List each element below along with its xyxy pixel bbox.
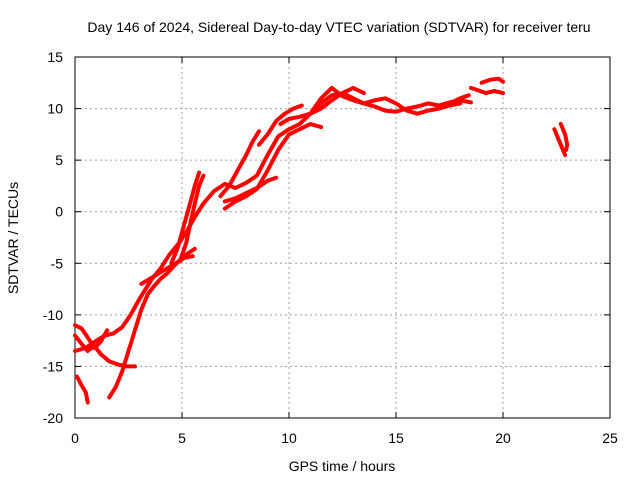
y-tick-label: -10 <box>43 307 63 323</box>
series-track-3 <box>73 91 473 353</box>
x-tick-label: 25 <box>602 430 618 446</box>
series-layer <box>73 76 570 405</box>
series-track-13 <box>278 85 366 126</box>
series-track-8 <box>177 173 206 264</box>
series-track-12 <box>257 103 304 147</box>
grid <box>75 57 610 418</box>
x-axis-label: GPS time / hours <box>289 458 396 474</box>
y-tick-label: 15 <box>47 49 63 65</box>
axis-ticks <box>74 56 611 419</box>
series-track-6 <box>139 254 195 286</box>
y-axis-label: SDTVAR / TECUs <box>5 182 21 294</box>
y-tick-label: -20 <box>43 410 63 426</box>
x-tick-label: 10 <box>281 430 297 446</box>
x-tick-label: 20 <box>495 430 511 446</box>
series-track-15 <box>436 93 471 109</box>
x-tick-label: 0 <box>71 430 79 446</box>
series-track-18 <box>552 127 568 157</box>
series-track-11 <box>222 122 324 211</box>
y-tick-label: -15 <box>43 358 63 374</box>
plot-area-frame <box>74 56 611 419</box>
series-track-14 <box>308 85 463 116</box>
series-track-16 <box>468 85 505 96</box>
y-tick-label: 10 <box>47 101 63 117</box>
x-tick-label: 5 <box>178 430 186 446</box>
series-track-19 <box>558 122 570 152</box>
y-tick-label: 0 <box>55 204 63 220</box>
series-track-4 <box>75 374 90 405</box>
series-track-9 <box>218 129 261 199</box>
y-tick-label: -5 <box>51 255 64 271</box>
chart-title: Day 146 of 2024, Sidereal Day-to-day VTE… <box>87 19 590 35</box>
series-track-7 <box>169 170 202 266</box>
x-tick-labels: 0 5 10 15 20 25 <box>71 430 618 446</box>
series-track-17 <box>479 76 505 85</box>
y-tick-label: 5 <box>55 152 63 168</box>
x-tick-label: 15 <box>388 430 404 446</box>
y-tick-labels: -20 -15 -10 -5 0 5 10 15 <box>43 49 63 426</box>
